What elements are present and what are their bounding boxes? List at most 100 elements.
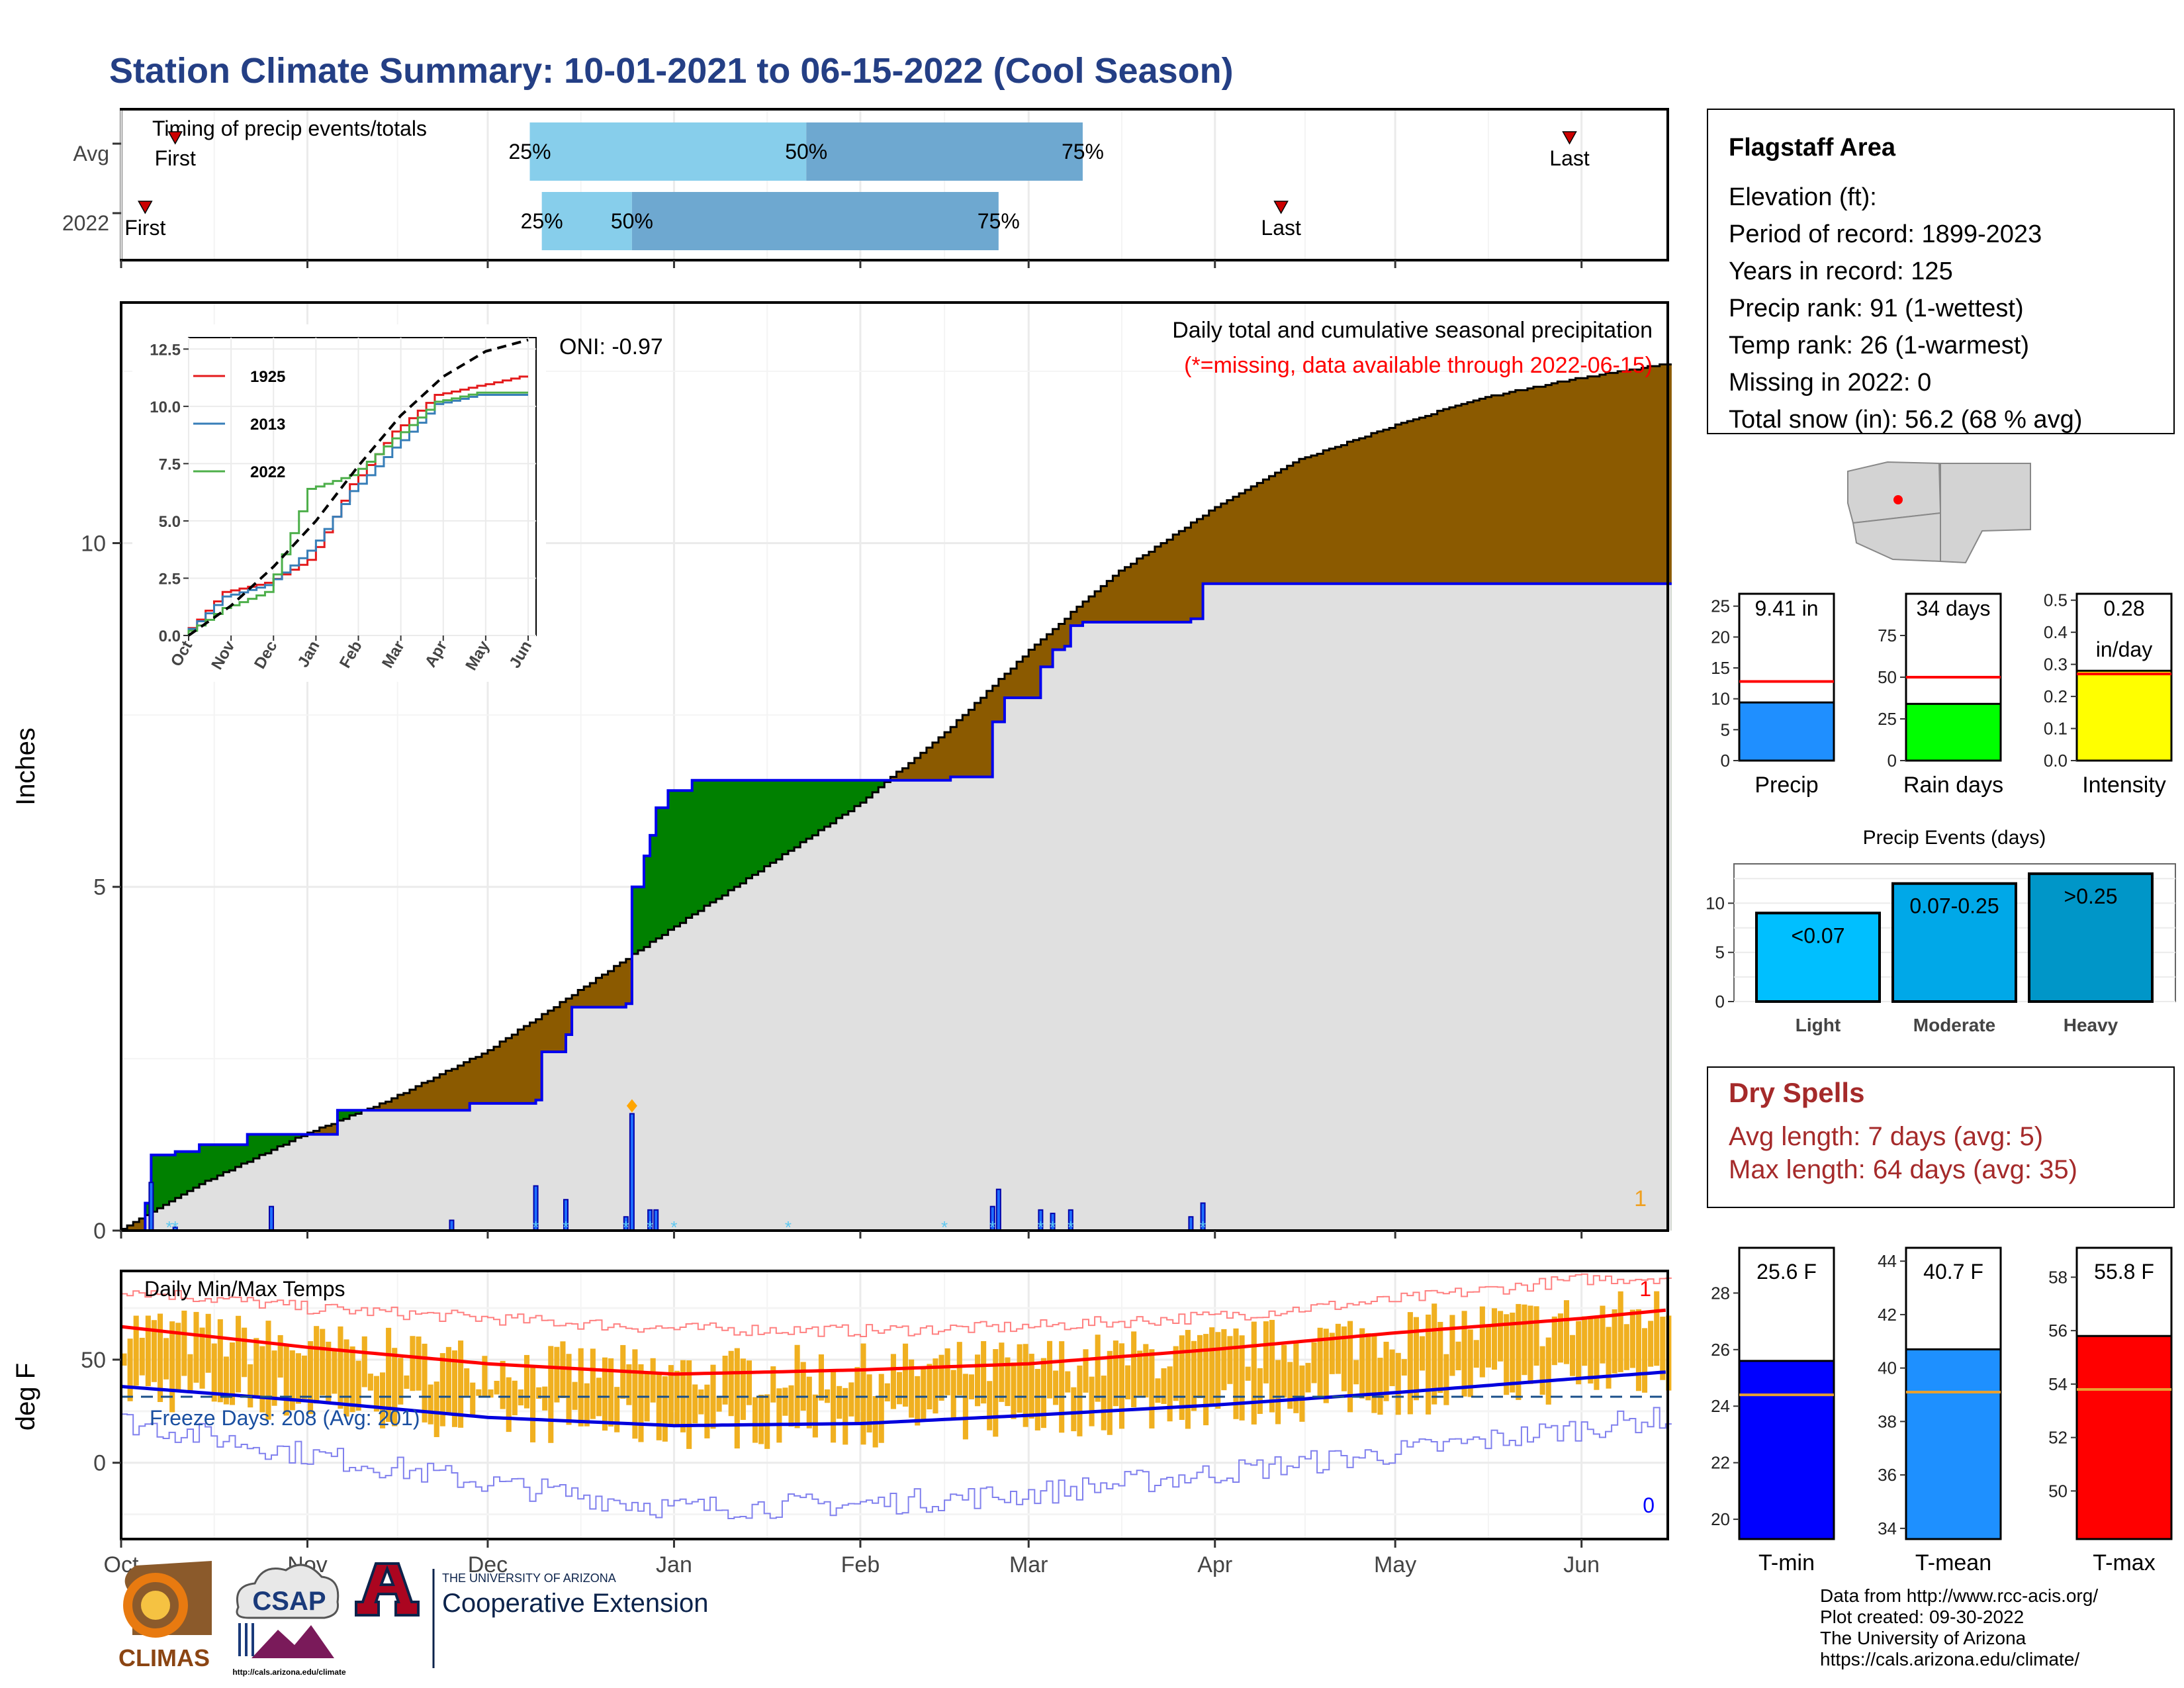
daily-temp-range-bar	[896, 1372, 903, 1405]
summary-bar-label: Rain days	[1903, 773, 2003, 798]
inset-y-tick-label: 0.0	[159, 628, 181, 645]
daily-temp-range-bar	[458, 1340, 464, 1428]
daily-temp-range-bar	[776, 1388, 782, 1443]
daily-temp-range-bar	[975, 1354, 981, 1407]
daily-temp-range-bar	[1341, 1326, 1347, 1391]
inset-line-2022	[187, 391, 528, 635]
daily-temp-range-bar	[831, 1370, 837, 1443]
daily-temp-range-bar	[842, 1387, 848, 1445]
daily-temp-range-bar	[860, 1343, 866, 1445]
daily-temp-range-bar	[1191, 1340, 1197, 1411]
daily-temp-range-bar	[584, 1383, 590, 1427]
daily-temp-range-bar	[1545, 1337, 1551, 1405]
daily-temp-range-bar	[326, 1341, 332, 1402]
precip-y-axis-label: Inches	[11, 727, 40, 806]
summary-y-tick-label: 5	[1721, 720, 1730, 739]
daily-temp-range-bar	[530, 1366, 536, 1442]
daily-temp-range-bar	[572, 1382, 578, 1410]
daily-precip-bar	[653, 1209, 659, 1232]
current-cumulative-line	[121, 582, 1672, 1232]
station-info-box: Flagstaff Area Elevation (ft): Period of …	[1707, 109, 2175, 434]
daily-temp-range-bar	[1046, 1340, 1053, 1399]
daily-temp-range-bar	[410, 1336, 416, 1391]
temp-summary-label: T-max	[2093, 1550, 2155, 1575]
dry-spells-box: Dry Spells Avg length: 7 days (avg: 5) M…	[1707, 1066, 2175, 1208]
daily-temp-range-bar	[650, 1358, 656, 1403]
events-category-label: Light	[1796, 1015, 1841, 1035]
ua-small-text: THE UNIVERSITY OF ARIZONA	[442, 1571, 616, 1585]
daily-temp-range-bar	[848, 1382, 854, 1417]
daily-temp-range-bar	[878, 1374, 884, 1443]
daily-temp-range-bar	[788, 1385, 794, 1427]
daily-temp-range-bar	[1287, 1362, 1293, 1409]
summary-bar-rain-days	[1905, 702, 2002, 762]
daily-temp-range-bar	[398, 1358, 404, 1405]
temp-count-bottom: 0	[1643, 1493, 1655, 1517]
daily-temp-range-bar	[818, 1354, 824, 1401]
daily-temp-range-bar	[1089, 1376, 1095, 1427]
temp-summary-y-tick-label: 50	[2048, 1481, 2068, 1501]
events-bar-label: >0.25	[2064, 884, 2118, 908]
daily-temp-range-bar	[1317, 1327, 1323, 1398]
temperature-summary-bars: 20 22 24 26 28 25.6 F T-min 34 36 38 40 42 44 40.7 F T…	[1711, 1246, 2173, 1575]
daily-temp-range-bar	[1648, 1321, 1654, 1367]
footer-line: Plot created: 09-30-2022	[1820, 1607, 2024, 1627]
daily-temp-range-bar	[662, 1376, 668, 1442]
daily-temp-range-bar	[1101, 1376, 1107, 1430]
daily-temp-range-bar	[223, 1356, 229, 1405]
summary-y-tick-label: 75	[1878, 626, 1897, 645]
timing-row-2022-label: 2022	[62, 211, 109, 235]
summary-y-tick-label: 0.1	[2044, 719, 2068, 739]
snow-day-marker: *	[1037, 1217, 1044, 1237]
daily-temp-range-bar	[1311, 1342, 1317, 1383]
temp-summary-value-label: 40.7 F	[1923, 1260, 1983, 1284]
precip-panel: ** * * * * * * * * * * * * Daily total and cumulativ…	[11, 301, 1672, 1244]
daily-temp-range-bar	[987, 1381, 993, 1430]
daily-temp-range-bar	[1335, 1323, 1341, 1374]
temp-summary-y-tick-label: 56	[2048, 1321, 2068, 1340]
daily-temp-range-bar	[1527, 1305, 1533, 1384]
snow-day-marker: *	[563, 1217, 569, 1237]
temp-summary-y-tick-label: 22	[1711, 1453, 1730, 1473]
station-info-line: Temp rank: 26 (1-warmest)	[1729, 332, 2029, 359]
daily-temp-range-bar	[1641, 1328, 1648, 1393]
events-bar-label: <0.07	[1792, 923, 1845, 947]
daily-precip-bar	[449, 1219, 455, 1232]
daily-temp-range-bar	[794, 1344, 800, 1429]
summary-y-tick-label: 0.2	[2044, 686, 2068, 706]
station-info-line: Total snow (in): 56.2 (68 % avg)	[1729, 406, 2082, 434]
daily-temp-range-bar	[1600, 1305, 1606, 1364]
daily-temp-range-bar	[590, 1348, 596, 1419]
timing-bar-q50-q75	[806, 122, 1083, 181]
daily-temp-range-bar	[722, 1356, 728, 1405]
temp-summary-y-tick-label: 54	[2048, 1374, 2068, 1394]
daily-temp-range-bar	[1053, 1370, 1059, 1405]
daily-temp-range-bar	[1155, 1378, 1161, 1403]
daily-temp-range-bar	[981, 1340, 987, 1404]
daily-temp-range-bar	[476, 1389, 482, 1396]
daily-temp-range-bar	[355, 1360, 361, 1411]
daily-temp-range-bar	[343, 1339, 349, 1417]
footer-credits: Data from http://www.rcc-acis.org/Plot c…	[1820, 1585, 2098, 1669]
csap-logo-url: http://cals.arizona.edu/climate	[232, 1667, 346, 1677]
summary-y-tick-label: 10	[1711, 689, 1730, 709]
daily-temp-range-bar	[1389, 1349, 1395, 1386]
summary-y-tick-label: 0.4	[2044, 622, 2068, 642]
timing-bar-q25-q50	[541, 192, 632, 250]
daily-temp-range-bar	[367, 1374, 373, 1391]
events-bar-label: 0.07-0.25	[1909, 894, 1999, 918]
daily-temp-range-bar	[560, 1341, 566, 1399]
daily-temp-range-bar	[950, 1370, 956, 1420]
timing-first-marker	[167, 131, 183, 145]
daily-temp-range-bar	[1118, 1343, 1125, 1429]
summary-y-tick-label: 15	[1711, 658, 1730, 678]
daily-temp-range-bar	[1299, 1365, 1305, 1422]
daily-temp-range-bar	[1420, 1336, 1426, 1371]
inset-y-tick-label: 5.0	[159, 513, 181, 531]
daily-temp-range-bar	[614, 1387, 620, 1432]
daily-temp-range-bar	[422, 1343, 428, 1423]
daily-temp-range-bar	[1623, 1324, 1629, 1370]
daily-temp-range-bar	[1113, 1340, 1118, 1407]
daily-temp-range-bar	[1449, 1315, 1455, 1376]
daily-temp-range-bar	[229, 1342, 236, 1405]
